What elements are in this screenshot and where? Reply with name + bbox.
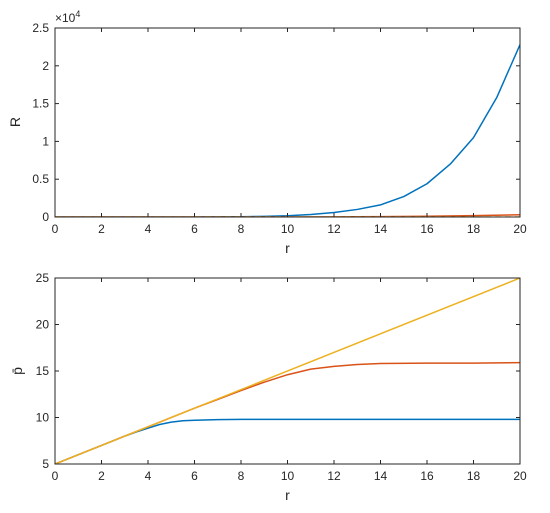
y-tick-label: 25 (36, 271, 50, 285)
x-tick-label: 12 (327, 222, 341, 236)
x-tick-label: 2 (98, 222, 105, 236)
y-tick-label: 2 (42, 59, 49, 73)
x-tick-label: 12 (327, 469, 341, 483)
x-tick-label: 4 (145, 222, 152, 236)
x-tick-label: 8 (238, 469, 245, 483)
y-axis-label: R (7, 117, 23, 127)
y-tick-label: 1.5 (32, 97, 49, 111)
y-exponent-power: 4 (75, 9, 80, 19)
x-tick-label: 6 (191, 222, 198, 236)
x-tick-label: 10 (281, 222, 295, 236)
series-line-2 (55, 361, 520, 464)
x-tick-label: 6 (191, 469, 198, 483)
bottom-plot-panel: 0 2 4 6 8 10 12 14 16 18 20 5 10 15 20 25 r p̄ (9, 271, 527, 503)
y-tick-label: 20 (36, 318, 50, 332)
y-tick-label: 0.5 (32, 172, 49, 186)
axes-box (54, 27, 521, 218)
x-tick-label: 10 (281, 469, 295, 483)
series-line-3 (55, 278, 520, 464)
y-exponent-label: ×104 (55, 9, 80, 25)
x-tick-label: 14 (374, 222, 388, 236)
y-tick-label: 5 (42, 457, 49, 471)
x-tick-label: 16 (420, 222, 434, 236)
x-tick-label: 0 (52, 469, 59, 483)
x-tick-label: 2 (98, 469, 105, 483)
x-tick-label: 8 (238, 222, 245, 236)
series-line-1 (55, 44, 520, 217)
x-tick-label: 14 (374, 469, 388, 483)
x-tick-label: 4 (145, 469, 152, 483)
series-group (55, 278, 520, 464)
x-tick-label: 20 (513, 469, 527, 483)
y-tick-label: 0 (42, 210, 49, 224)
top-plot-panel: 0 2 4 6 8 10 12 14 16 18 20 0 0.5 1 1.5 2 2.5 ×104 r R (7, 9, 527, 256)
y-tick-label: 15 (36, 364, 50, 378)
x-tick-label: 18 (467, 222, 481, 236)
y-tick-label: 2.5 (32, 21, 49, 35)
y-axis-label: p̄ (9, 367, 25, 375)
x-tick-label: 0 (52, 222, 59, 236)
series-line-1 (55, 418, 520, 464)
x-axis-label: r (285, 240, 290, 256)
x-tick-label: 18 (467, 469, 481, 483)
y-tick-label: 1 (42, 134, 49, 148)
x-tick-label: 20 (513, 222, 527, 236)
x-tick-label: 16 (420, 469, 434, 483)
y-tick-label: 10 (36, 411, 50, 425)
series-group (55, 44, 520, 217)
x-axis-label: r (285, 487, 290, 503)
